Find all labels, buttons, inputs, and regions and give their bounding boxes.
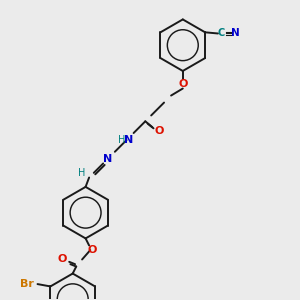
Text: O: O: [88, 245, 97, 255]
Text: N: N: [124, 135, 134, 145]
Text: O: O: [155, 126, 164, 136]
Text: O: O: [58, 254, 67, 265]
Text: N: N: [103, 154, 112, 164]
Text: O: O: [178, 79, 188, 89]
Text: Br: Br: [20, 279, 34, 289]
Text: H: H: [78, 168, 86, 178]
Text: H: H: [118, 135, 126, 145]
Text: N: N: [231, 28, 240, 38]
Text: C: C: [218, 28, 225, 38]
